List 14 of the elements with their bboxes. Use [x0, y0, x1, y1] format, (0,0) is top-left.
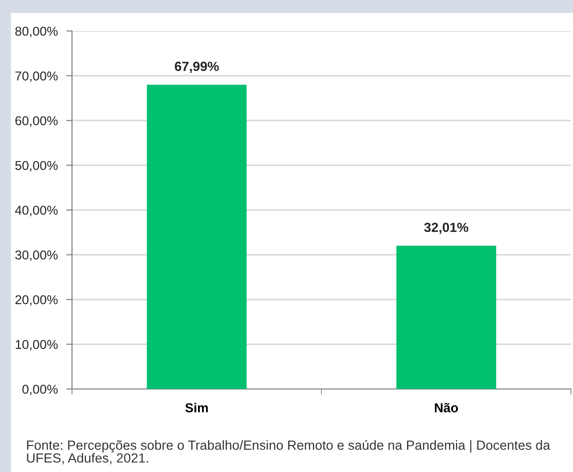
y-tick-label: 30,00%: [15, 250, 58, 262]
y-tick-label: 80,00%: [15, 26, 58, 38]
y-tick-label: 50,00%: [15, 160, 58, 172]
data-label: 67,99%: [174, 62, 219, 73]
y-tick-label: 40,00%: [15, 206, 58, 216]
y-tick-label: 70,00%: [15, 71, 58, 82]
y-tick-label: 0,00%: [22, 384, 58, 396]
x-tick-label: Não: [434, 402, 458, 412]
y-tick-label: 60,00%: [15, 116, 58, 127]
data-label: 32,01%: [424, 222, 468, 234]
y-tick-label: 10,00%: [16, 340, 58, 351]
y-tick-label: 20,00%: [15, 295, 58, 306]
x-tick-label: Sim: [185, 402, 208, 412]
source-note: Fonte: Percepções sobre o Trabalho/Ensino Remoto e saúde na Pandemia | Docentes da UFES, Adufes, 2021.: [27, 440, 550, 464]
